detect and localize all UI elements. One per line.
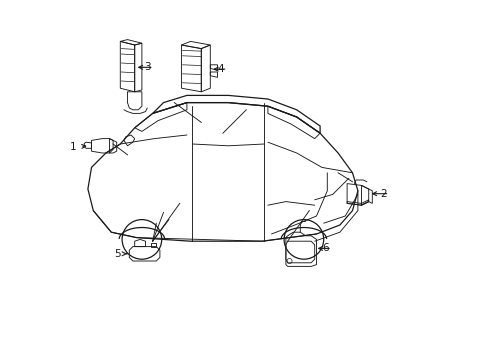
Text: 4: 4 — [217, 64, 224, 74]
Text: 3: 3 — [143, 62, 150, 72]
Text: 6: 6 — [322, 243, 328, 253]
Text: 5: 5 — [114, 249, 121, 259]
Text: 2: 2 — [379, 189, 386, 199]
Text: 1: 1 — [70, 141, 77, 152]
